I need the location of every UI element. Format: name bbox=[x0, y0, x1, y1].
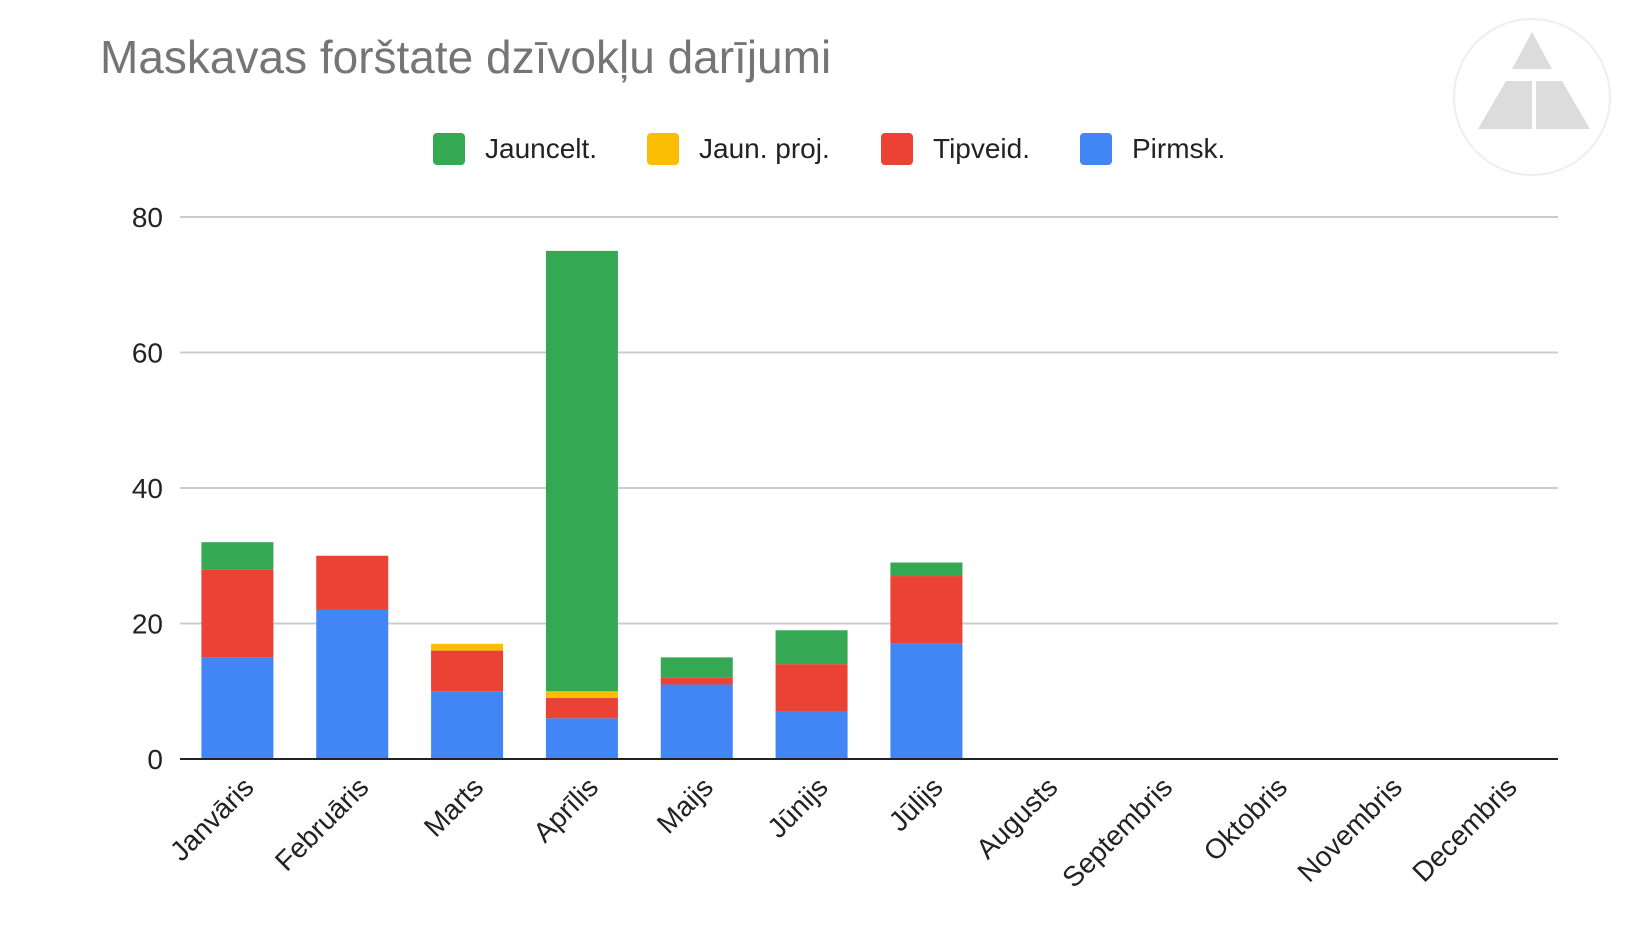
bar-segment[interactable] bbox=[431, 691, 504, 759]
y-tick-label: 60 bbox=[132, 338, 163, 369]
bar-segment[interactable] bbox=[890, 562, 963, 577]
bar-segment[interactable] bbox=[201, 542, 274, 570]
bar-segment[interactable] bbox=[431, 650, 504, 692]
bar-segment[interactable] bbox=[201, 569, 274, 658]
bar-segment[interactable] bbox=[545, 698, 618, 719]
chart-legend: Jauncelt. Jaun. proj. Tipveid. Pirmsk. bbox=[0, 132, 1638, 166]
bar-segment[interactable] bbox=[545, 718, 618, 759]
bar-segment[interactable] bbox=[431, 643, 504, 651]
bar-segment[interactable] bbox=[775, 630, 848, 665]
legend-label: Jaun. proj. bbox=[699, 133, 830, 164]
legend-swatch bbox=[433, 133, 465, 165]
bar-segment[interactable] bbox=[201, 657, 274, 759]
legend-swatch bbox=[881, 133, 913, 165]
legend-swatch bbox=[1080, 133, 1112, 165]
y-tick-label: 40 bbox=[132, 473, 163, 504]
x-tick-label: Septembris bbox=[1056, 771, 1178, 893]
y-tick-label: 0 bbox=[147, 744, 163, 775]
bar-segment[interactable] bbox=[890, 643, 963, 759]
x-tick-label: Aprīlis bbox=[527, 771, 604, 848]
bar-segment[interactable] bbox=[316, 609, 389, 759]
x-tick-label: Augusts bbox=[970, 771, 1063, 864]
legend-label: Tipveid. bbox=[933, 133, 1031, 164]
bar-segment[interactable] bbox=[660, 677, 733, 685]
legend-item[interactable]: Jauncelt. bbox=[433, 132, 597, 166]
legend-item[interactable]: Jaun. proj. bbox=[647, 132, 830, 166]
bar-segment[interactable] bbox=[660, 684, 733, 759]
x-tick-label: Oktobris bbox=[1198, 771, 1294, 867]
x-tick-label: Maijs bbox=[651, 771, 719, 839]
triangle-logo-icon bbox=[1453, 18, 1611, 176]
x-tick-label: Marts bbox=[418, 771, 489, 842]
bar-segment[interactable] bbox=[775, 664, 848, 712]
bar-segment[interactable] bbox=[890, 576, 963, 644]
chart-title: Maskavas forštate dzīvokļu darījumi bbox=[100, 31, 832, 83]
bar-segment[interactable] bbox=[775, 711, 848, 759]
legend-label: Jauncelt. bbox=[485, 133, 598, 164]
bar-segment[interactable] bbox=[660, 657, 733, 678]
y-tick-label: 80 bbox=[132, 202, 163, 233]
x-tick-label: Jūlijs bbox=[883, 771, 949, 837]
bar-segment[interactable] bbox=[316, 555, 389, 610]
bar-segment[interactable] bbox=[545, 250, 618, 692]
x-tick-label: Novembris bbox=[1291, 771, 1408, 888]
y-tick-label: 20 bbox=[132, 609, 163, 640]
x-tick-label: Jūnijs bbox=[761, 771, 834, 844]
legend-item[interactable]: Pirmsk. bbox=[1080, 132, 1225, 166]
legend-item[interactable]: Tipveid. bbox=[881, 132, 1030, 166]
x-tick-label: Decembris bbox=[1406, 771, 1523, 888]
legend-label: Pirmsk. bbox=[1132, 133, 1226, 164]
x-tick-label: Janvāris bbox=[164, 771, 260, 867]
bar-segment[interactable] bbox=[545, 691, 618, 699]
legend-swatch bbox=[647, 133, 679, 165]
x-tick-label: Februāris bbox=[269, 771, 375, 877]
